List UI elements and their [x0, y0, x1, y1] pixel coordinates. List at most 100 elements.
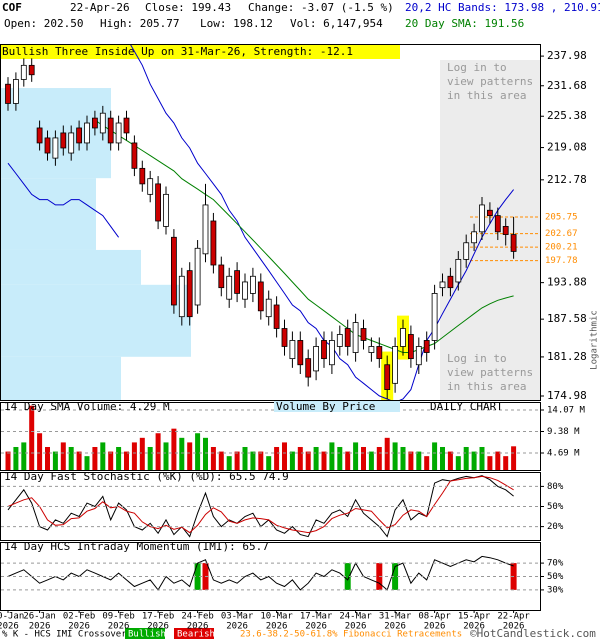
footer-bullish: Bullish	[128, 630, 166, 640]
y-tick-label: 4.69 M	[547, 448, 580, 458]
candle-body	[218, 264, 225, 289]
login-note: Log in to	[447, 352, 507, 365]
candle-body	[313, 346, 320, 372]
volume-bar	[266, 456, 272, 470]
fib-label: 205.75	[545, 212, 578, 222]
candle-body	[123, 117, 130, 134]
volume-bar	[171, 428, 177, 470]
candle-body	[20, 64, 27, 80]
volume-bar	[368, 451, 374, 470]
volume-bar	[124, 451, 129, 470]
candle-body	[297, 340, 304, 366]
candle-body	[376, 346, 383, 360]
volume-by-price-bar	[1, 249, 141, 285]
candle-body	[202, 204, 209, 255]
change: Change: -3.07 (-1.5 %)	[248, 1, 394, 14]
volume-bar	[408, 451, 414, 470]
y-tick-label: 181.28	[547, 350, 587, 363]
candle-body	[344, 328, 351, 347]
volume-bar	[45, 446, 50, 470]
x-tick-year: 2026	[29, 622, 51, 632]
indicator-line	[130, 45, 514, 400]
volume-bar	[139, 437, 145, 470]
x-tick-label: 24-Feb	[181, 612, 214, 622]
indicator-line	[7, 475, 514, 534]
login-area	[440, 60, 540, 400]
candle-body	[328, 340, 335, 366]
x-tick-label: 09-Feb	[102, 612, 135, 622]
bullish-key	[125, 628, 165, 639]
volume-bar	[13, 446, 19, 470]
volume-bar	[210, 446, 216, 470]
candle-body	[407, 334, 414, 360]
volume-bar	[226, 456, 232, 470]
x-tick-year: 2026	[384, 622, 406, 632]
volume-plot	[5, 405, 517, 470]
close: Close: 199.43	[145, 1, 231, 14]
y-tick-label: 237.98	[547, 49, 587, 62]
volume-bar	[463, 446, 469, 470]
candle-body	[60, 132, 67, 149]
candle-body	[115, 122, 122, 144]
candle-body	[163, 193, 169, 227]
volume-by-price-bar	[1, 356, 121, 400]
low: Low: 198.12	[200, 17, 273, 30]
volume-bar	[84, 456, 90, 470]
x-tick-year: 2026	[503, 622, 525, 632]
y-axis-label: Logarithmic	[590, 310, 600, 370]
high: High: 205.77	[100, 17, 179, 30]
candle-body	[423, 340, 430, 353]
x-tick-year: 2026	[345, 622, 367, 632]
volume-bar	[487, 456, 493, 470]
login-note: in this area	[447, 89, 526, 102]
chart-label: DAILY CHART	[430, 400, 503, 413]
volume-bar	[503, 456, 509, 470]
stochastic-title: 14 Day Fast Stochastic (%K) (%D): 65.5 7…	[4, 470, 289, 483]
candle-body	[99, 112, 106, 134]
volume-bar	[424, 456, 430, 470]
volume-bar	[5, 451, 11, 470]
candle-body	[5, 83, 11, 104]
volume-bar	[345, 451, 351, 470]
x-tick-label: 17-Mar	[300, 612, 333, 622]
candle-body	[84, 122, 90, 144]
candle-body	[139, 167, 146, 185]
volume-bar	[242, 446, 248, 470]
candle-body	[44, 137, 51, 154]
y-tick-label: 80%	[547, 482, 564, 492]
momentum-title: 14 Day HCS Intraday Momentum (IMI): 65.7	[4, 540, 269, 553]
volume-by-price-bar	[1, 88, 111, 179]
candle-body	[210, 220, 217, 266]
candle-body	[305, 358, 312, 378]
volume-bar	[29, 405, 35, 470]
volume-bar	[384, 437, 390, 470]
x-tick-label: 10-Mar	[260, 612, 293, 622]
volume-title: 14 Day SMA Volume: 4.29 M	[4, 400, 170, 413]
y-tick-label: 50%	[547, 572, 564, 582]
volume-frame	[0, 402, 541, 471]
date: 22-Apr-26	[70, 1, 130, 14]
candle-body	[186, 270, 193, 318]
volume-bar	[147, 446, 153, 470]
candle-body	[170, 236, 177, 306]
x-tick-year: 2026	[108, 622, 130, 632]
candle-body	[494, 215, 501, 233]
volume-bar	[337, 446, 343, 470]
candle-body	[68, 132, 75, 154]
candle-body	[281, 328, 288, 347]
candle-body	[479, 204, 485, 233]
volume-bar	[163, 442, 169, 470]
x-tick-label: 17-Feb	[142, 612, 175, 622]
login-note: view patterns	[447, 75, 533, 88]
volume-bar	[258, 451, 264, 470]
candle-body	[392, 346, 399, 384]
y-tick-label: 212.78	[547, 173, 587, 186]
volume-bar	[361, 446, 366, 470]
x-tick-year: 2026	[463, 622, 485, 632]
login-note: view patterns	[447, 366, 533, 379]
footer-copyright: ©HotCandlestick.com	[470, 627, 596, 640]
candle-body	[360, 328, 367, 341]
candle-body	[194, 247, 201, 306]
volume-bar	[92, 446, 98, 470]
volume-bar	[37, 433, 43, 470]
